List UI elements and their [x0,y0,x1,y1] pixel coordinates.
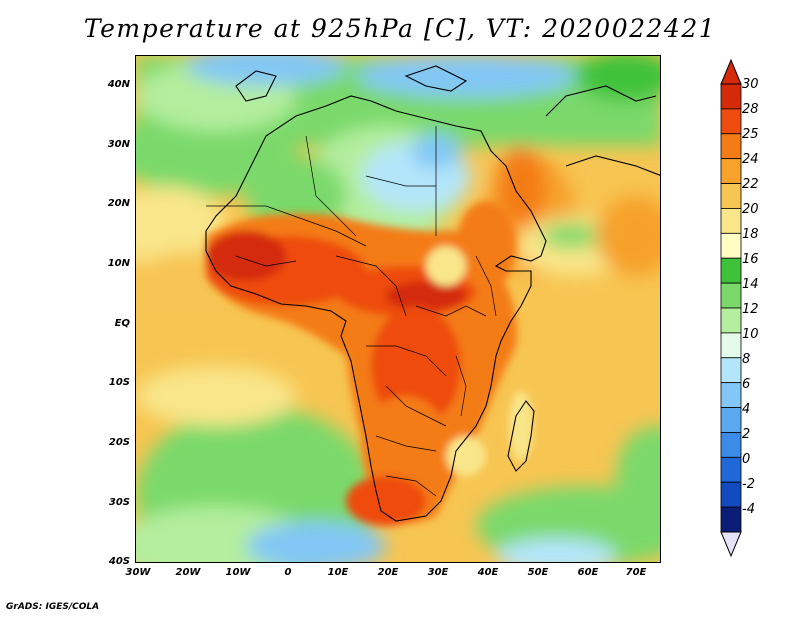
colorbar-label-2: 2 [742,427,751,442]
colorbar-cell [720,282,742,309]
coastlines [205,65,660,522]
lon-label-20w: 20W [175,567,201,578]
colorbar-cell [720,133,742,160]
colorbar-label-4: 4 [742,402,751,417]
colorbar-label-minus4: -4 [742,502,755,517]
colorbar-label-6: 6 [742,377,751,392]
colorbar-cell [720,506,742,533]
colorbar-label-22: 22 [742,177,759,192]
lat-label-20s: 20S [108,437,130,448]
colorbar-label-28: 28 [742,102,759,117]
colorbar-cell [720,257,742,284]
lat-label-30n: 30N [107,139,130,150]
colorbar-label-minus2: -2 [742,477,755,492]
lon-label-10w: 10W [225,567,251,578]
colorbar-label-0: 0 [742,452,751,467]
lat-label-40n: 40N [107,79,130,90]
colorbar-cell [720,407,742,433]
colorbar-label-20: 20 [742,202,759,217]
lon-label-10e: 10E [327,567,349,578]
lon-label-30w: 30W [125,567,151,578]
colorbar-label-12: 12 [742,302,759,317]
colorbar-under-triangle [720,531,742,558]
colorbar-cell [720,83,742,110]
colorbar-cell [720,158,742,184]
lon-label-0: 0 [284,567,292,578]
lon-label-50e: 50E [527,567,549,578]
credit-text: GrADS: IGES/COLA [6,602,100,612]
colorbar-cell [720,481,742,508]
colorbar-label-30: 30 [742,77,759,92]
map-panel[interactable] [135,55,661,563]
lat-label-20n: 20N [107,198,130,209]
colorbar-label-8: 8 [742,352,751,367]
colorbar-cell [720,307,742,334]
lat-label-eq: EQ [114,318,130,329]
colorbar-cell [720,432,742,458]
lat-label-40s: 40S [108,556,130,567]
temperature-map [136,56,660,562]
colorbar-cell [720,456,742,483]
map-title: Temperature at 925hPa [C], VT: 202002242… [83,14,717,43]
colorbar-cell [720,357,742,384]
colorbar-label-18: 18 [742,227,759,242]
colorbar-cell [720,183,742,209]
lon-label-20e: 20E [377,567,399,578]
colorbar [720,58,742,558]
colorbar-over-triangle [720,58,742,85]
colorbar-label-14: 14 [742,277,759,292]
colorbar-cell [720,108,742,135]
colorbar-cell [720,208,742,234]
lat-label-10s: 10S [108,377,130,388]
colorbar-label-10: 10 [742,327,759,342]
lat-label-10n: 10N [107,258,130,269]
colorbar-label-24: 24 [742,152,759,167]
colorbar-cell [720,232,742,259]
lon-label-70e: 70E [625,567,647,578]
colorbar-cell [720,382,742,408]
lon-label-30e: 30E [427,567,449,578]
country-borders [206,126,497,497]
lat-label-30s: 30S [108,497,130,508]
colorbar-label-16: 16 [742,252,759,267]
colorbar-label-25: 25 [742,127,759,142]
colorbar-cells [720,83,742,533]
colorbar-cell [720,332,742,359]
lon-label-40e: 40E [477,567,499,578]
lon-label-60e: 60E [577,567,599,578]
